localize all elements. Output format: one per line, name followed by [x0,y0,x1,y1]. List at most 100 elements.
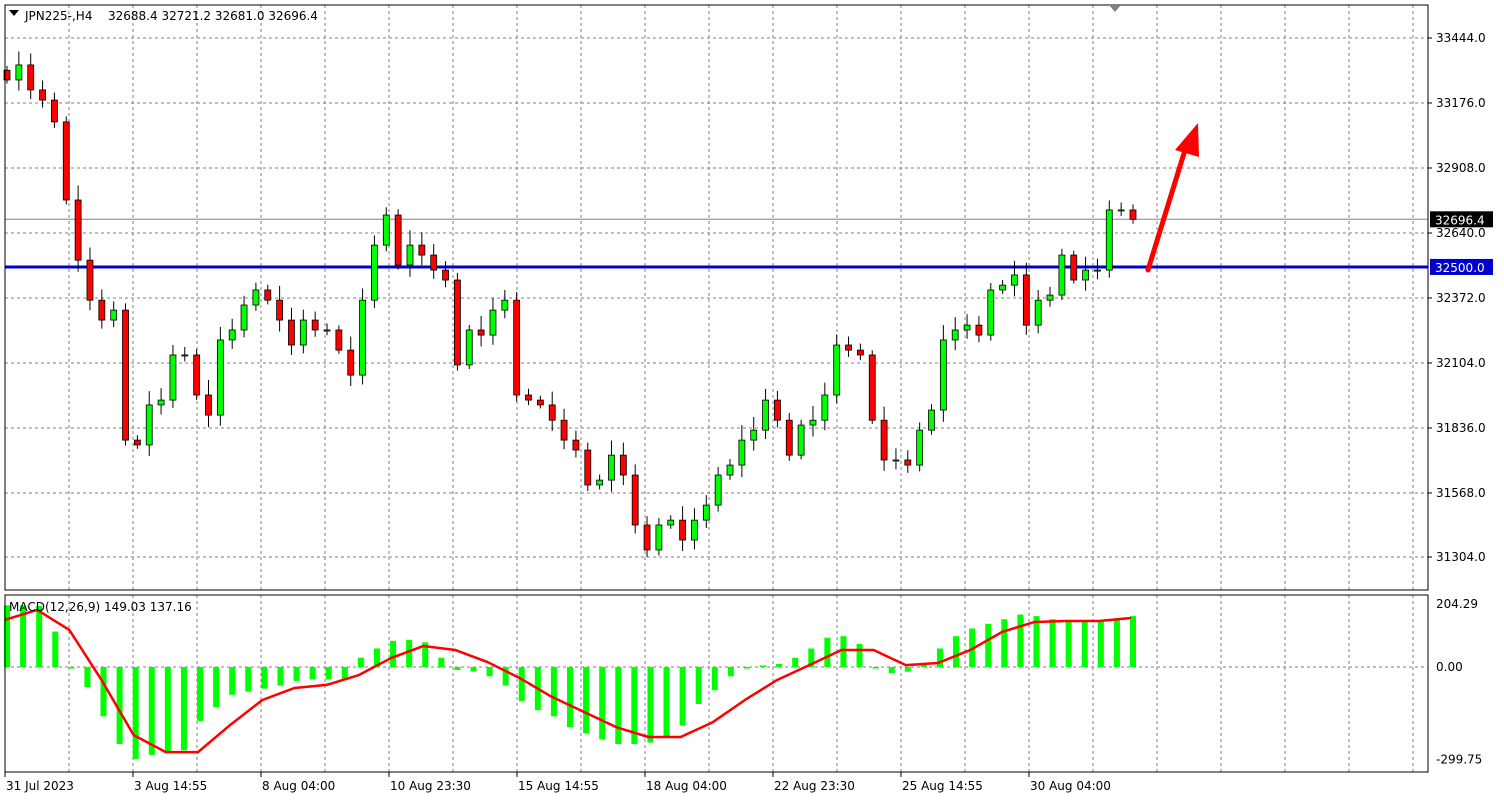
macd-histogram-bar [277,667,284,686]
macd-histogram-bar [1113,619,1120,667]
candle-body [501,299,509,311]
arrow-head-icon[interactable] [1175,123,1199,157]
macd-histogram-bar [180,667,187,751]
candle-body [406,244,414,266]
macd-histogram-bar [1049,619,1056,667]
level-label: 32500.0 [1435,261,1485,275]
candle [276,285,284,332]
candle-body [453,279,461,366]
candle-body [311,319,319,331]
candle-body [110,309,118,321]
candle [868,350,876,424]
macd-histogram-bar [502,667,509,686]
candles [3,51,1137,557]
candle-body [750,429,758,441]
candle [548,391,556,431]
candle-body [548,404,556,421]
candle [916,422,924,472]
candle [394,209,402,270]
macd-histogram-bar [856,643,863,667]
candle-body [1082,269,1089,281]
macd-histogram-bar [1097,620,1104,667]
macd-histogram-bar [84,667,91,688]
candle [714,467,722,512]
candle [110,301,118,328]
candle [347,336,355,386]
candle [98,289,106,329]
candle [27,53,35,100]
candle [726,459,734,480]
candle [371,235,378,308]
macd-histogram-bar [245,667,252,692]
macd-histogram-bar [888,667,895,674]
ohlc-label: 32688.4 32721.2 32681.0 32696.4 [108,9,318,23]
candle [774,390,781,428]
candle-body [619,454,627,476]
candle [560,408,568,450]
candle [939,325,947,422]
arrow-shaft[interactable] [1145,147,1188,273]
candle-body [631,474,639,526]
candle [15,51,23,91]
candle-body [1094,269,1101,272]
candle-body [655,524,663,551]
current-price-label: 32696.4 [1435,213,1485,227]
candle [465,324,473,369]
candle [797,419,805,460]
candle [619,442,627,486]
candle-body [252,289,260,306]
dropdown-triangle-icon[interactable] [9,10,19,16]
macd-histogram-bar [148,667,155,755]
candle-body [133,439,141,446]
macd-histogram-bar [904,667,911,672]
price-tick-label: 31836.0 [1436,421,1486,435]
candle-body [371,244,378,301]
current-price-badge [1430,211,1493,228]
time-tick-label: 25 Aug 14:55 [902,779,983,793]
candle-body [442,269,449,281]
macd-tick-label: 204.29 [1436,597,1478,611]
macd-histogram-bar [132,667,139,759]
candle-body [39,89,46,101]
macd-histogram-bar [1033,616,1040,667]
candle [252,282,260,311]
candle [501,289,509,319]
axes: 33444.0 33176.0 32908.0 32640.0 32372.0 32104… [4,31,1493,793]
time-tick-label: 10 Aug 23:30 [390,779,471,793]
candle [596,474,604,490]
time-tick-label: 15 Aug 14:55 [518,779,599,793]
macd-pane [4,605,1136,759]
macd-histogram-bar [261,667,268,689]
candle-body [276,299,284,321]
candle [833,334,841,404]
chart-shift-marker-icon[interactable] [1109,5,1121,12]
candle-body [762,399,769,431]
candle-body [774,399,781,421]
candle [667,515,675,529]
candle-body [939,339,947,411]
candle [86,247,94,311]
candle [987,282,995,341]
candle [880,406,888,471]
candle-body [347,349,355,376]
macd-histogram-bar [1065,620,1072,667]
macd-histogram-bar [727,667,734,677]
candle-body [596,479,604,486]
macd-histogram-bar [357,657,364,667]
grid [5,5,1428,772]
candle [240,295,248,338]
candle-body [169,354,177,401]
candle [477,315,485,347]
macd-histogram-bar [518,667,525,701]
candle [299,309,307,354]
candle [418,232,426,266]
macd-histogram-bar [953,636,960,667]
candle-body [785,419,793,456]
macd-histogram-bar [567,667,573,728]
up-arrow-annotation[interactable] [1145,123,1199,273]
candle-body [525,394,532,401]
candle-body [1022,274,1030,326]
candle-body [157,399,165,406]
